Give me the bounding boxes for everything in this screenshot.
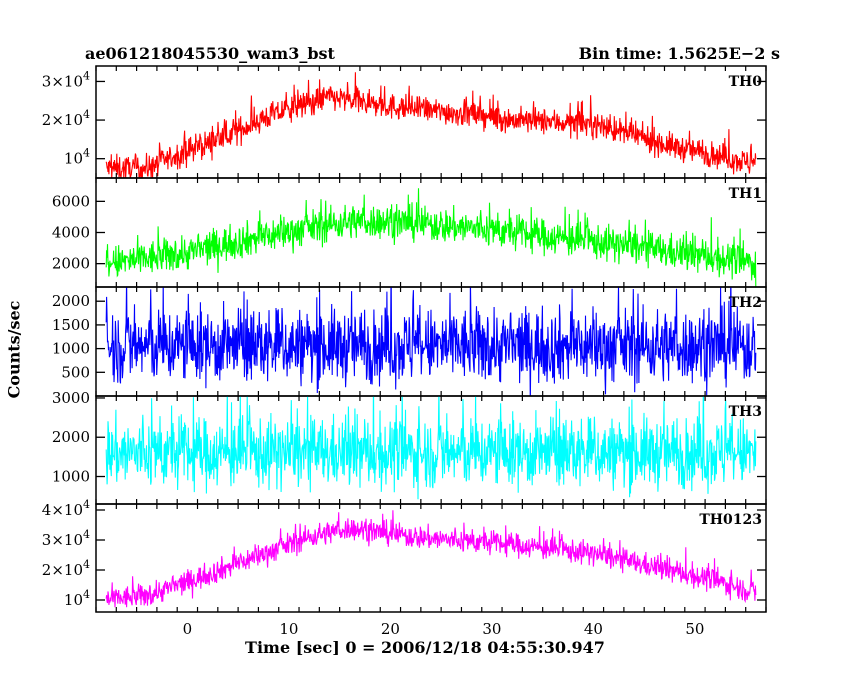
y-tick-label: 1000 xyxy=(52,340,90,358)
y-tick-label: 3×104 xyxy=(42,69,90,90)
x-tick-label: 0 xyxy=(183,620,193,638)
y-tick-label: 3×104 xyxy=(42,528,90,549)
lightcurve-th0123 xyxy=(105,510,757,608)
y-tick-label: 2000 xyxy=(52,292,90,310)
x-tick-label: 10 xyxy=(279,620,298,638)
y-axis-label: Counts/sec xyxy=(4,300,24,399)
lightcurve-th1 xyxy=(105,188,757,287)
x-tick-label: 20 xyxy=(381,620,400,638)
bin-time-label: Bin time: 1.5625E−2 s xyxy=(578,44,780,63)
x-tick-label: 30 xyxy=(482,620,501,638)
y-tick-label: 4000 xyxy=(52,224,90,242)
y-tick-label: 2×104 xyxy=(42,558,90,579)
y-tick-label: 6000 xyxy=(52,192,90,210)
panel-label-th1: TH1 xyxy=(729,186,762,202)
y-tick-label: 1000 xyxy=(52,468,90,486)
panel-label-th2: TH2 xyxy=(729,295,762,311)
lightcurve-th0 xyxy=(105,72,757,178)
panel-label-th3: TH3 xyxy=(729,404,762,420)
y-tick-label: 104 xyxy=(64,588,90,609)
x-tick-label: 50 xyxy=(685,620,704,638)
x-tick-label: 40 xyxy=(584,620,603,638)
y-tick-label: 104 xyxy=(64,147,90,168)
lightcurve-th2 xyxy=(105,287,757,396)
y-tick-label: 2000 xyxy=(52,255,90,273)
panel-frame-th0123 xyxy=(95,503,767,613)
y-tick-label: 2000 xyxy=(52,428,90,446)
x-axis-label: Time [sec] 0 = 2006/12/18 04:55:30.947 xyxy=(245,638,605,657)
y-tick-label: 3000 xyxy=(52,389,90,407)
y-tick-label: 4×104 xyxy=(42,498,90,519)
y-tick-label: 2×104 xyxy=(42,108,90,129)
plot-title: ae061218045530_wam3_bst xyxy=(85,44,335,63)
y-tick-label: 500 xyxy=(61,363,90,381)
panel-frame-th1 xyxy=(95,177,767,288)
y-tick-label: 1500 xyxy=(52,316,90,334)
panel-frame-th0 xyxy=(95,65,767,179)
lightcurve-th3 xyxy=(105,396,757,500)
panel-label-th0: TH0 xyxy=(729,74,763,90)
panel-label-th0123: TH0123 xyxy=(699,512,762,528)
